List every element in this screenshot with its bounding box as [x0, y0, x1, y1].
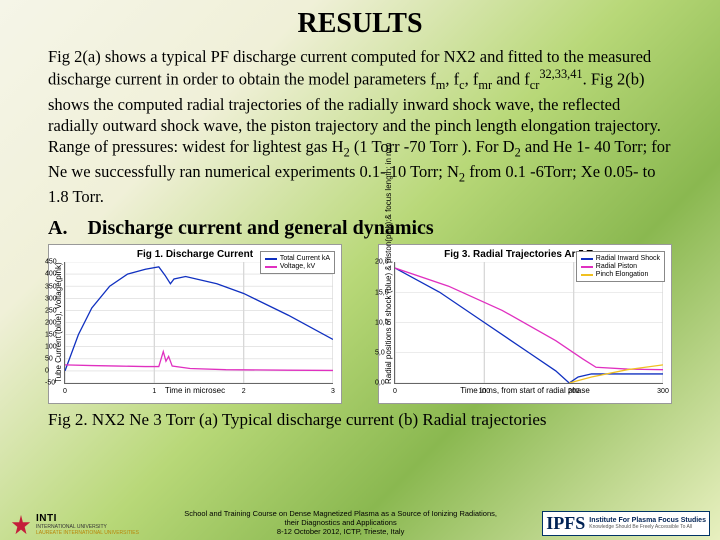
footer: INTI INTERNATIONAL UNIVERSITY LAUREATE I… [0, 509, 720, 536]
ytick: -50 [45, 380, 55, 387]
ytick: 200 [45, 319, 57, 326]
ytick: 5,0 [375, 350, 385, 357]
xtick: 300 [657, 388, 669, 395]
chart-discharge-current: Fig 1. Discharge Current Tube Current (b… [48, 244, 342, 404]
ytick: 10,0 [375, 319, 389, 326]
charts-row: Fig 1. Discharge Current Tube Current (b… [48, 244, 672, 404]
legend-swatch [581, 274, 593, 276]
footer-line2: their Diagnostics and Applications [184, 518, 497, 527]
footer-center-text: School and Training Course on Dense Magn… [184, 509, 497, 536]
xtick: 0 [393, 388, 397, 395]
figure-caption: Fig 2. NX2 Ne 3 Torr (a) Typical dischar… [48, 410, 672, 430]
legend-label: Voltage, kV [280, 263, 315, 270]
footer-line3: 8-12 October 2012, ICTP, Trieste, Italy [184, 527, 497, 536]
chart1-legend: Total Current kAVoltage, kV [260, 251, 335, 274]
chart-radial-trajectories: Fig 3. Radial Trajectories Ar 5 Torr Rad… [378, 244, 672, 404]
legend-item: Radial Inward Shock [581, 255, 660, 262]
legend-label: Radial Piston [596, 263, 637, 270]
legend-item: Radial Piston [581, 263, 660, 270]
chart1-xlabel: Time in microsec [53, 386, 337, 395]
ytick: 450 [45, 259, 57, 266]
xtick: 200 [568, 388, 580, 395]
ytick: 50 [45, 356, 53, 363]
ytick: 0 [45, 368, 49, 375]
ytick: 300 [45, 295, 57, 302]
ytick: 0,0 [375, 380, 385, 387]
star-icon [10, 514, 32, 536]
ipfs-acronym: IPFS [546, 513, 585, 534]
ytick: 100 [45, 344, 57, 351]
ytick: 20,0 [375, 259, 389, 266]
xtick: 100 [478, 388, 490, 395]
slide-title: RESULTS [48, 8, 672, 40]
ipfs-line1: Institute For Plasma Focus Studies [589, 517, 706, 524]
legend-label: Radial Inward Shock [596, 255, 660, 262]
legend-swatch [581, 258, 593, 260]
chart2-legend: Radial Inward ShockRadial PistonPinch El… [576, 251, 665, 282]
legend-item: Pinch Elongation [581, 271, 660, 278]
legend-item: Voltage, kV [265, 263, 330, 270]
ytick: 150 [45, 331, 57, 338]
legend-label: Pinch Elongation [596, 271, 649, 278]
xtick: 2 [242, 388, 246, 395]
ytick: 15,0 [375, 289, 389, 296]
legend-swatch [265, 258, 277, 260]
ytick: 350 [45, 283, 57, 290]
xtick: 1 [152, 388, 156, 395]
footer-line1: School and Training Course on Dense Magn… [184, 509, 497, 518]
body-paragraph: Fig 2(a) shows a typical PF discharge cu… [48, 46, 672, 207]
chart1-plot-area: -500501001502002503003504004500123 [64, 262, 333, 384]
inti-name: INTI [36, 513, 139, 524]
legend-label: Total Current kA [280, 255, 330, 262]
inti-logo: INTI INTERNATIONAL UNIVERSITY LAUREATE I… [10, 513, 139, 536]
inti-laureate: LAUREATE INTERNATIONAL UNIVERSITIES [36, 530, 139, 536]
legend-item: Total Current kA [265, 255, 330, 262]
legend-swatch [581, 266, 593, 268]
legend-swatch [265, 266, 277, 268]
section-a-heading: A. Discharge current and general dynamic… [48, 217, 672, 240]
ipfs-logo: IPFS Institute For Plasma Focus Studies … [542, 511, 710, 536]
xtick: 3 [331, 388, 335, 395]
ytick: 250 [45, 307, 57, 314]
chart2-xlabel: Time in ns, from start of radial phase [383, 386, 667, 395]
ytick: 400 [45, 271, 57, 278]
ipfs-line2: Knowledge Should Be Freely Accessible To… [589, 524, 706, 530]
xtick: 0 [63, 388, 67, 395]
